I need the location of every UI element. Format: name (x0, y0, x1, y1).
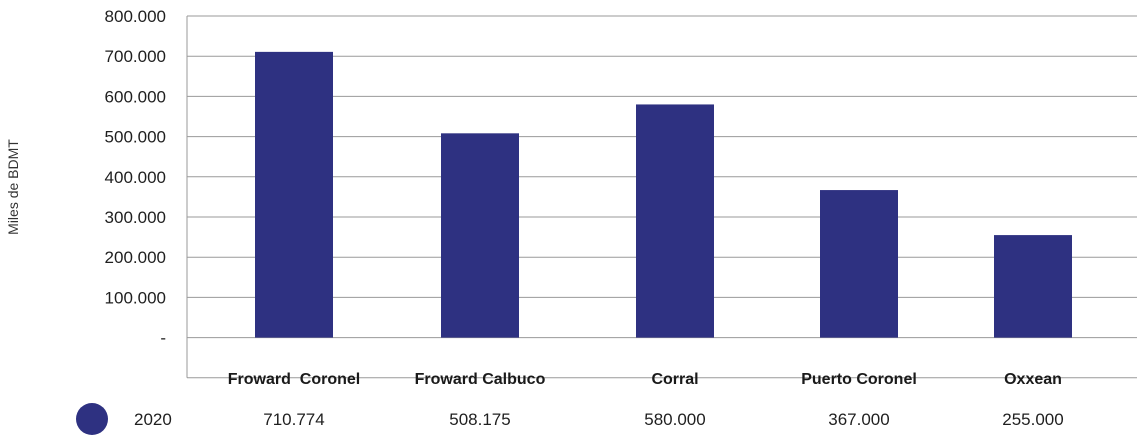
category-label: Puerto Coronel (801, 371, 917, 388)
bar (441, 133, 519, 338)
table-value: 255.000 (1002, 410, 1063, 429)
y-tick-label: 500.000 (105, 128, 166, 147)
bars (255, 51, 1072, 338)
category-labels: Froward Coronel Froward Calbuco Corral Puer… (228, 371, 1062, 388)
y-tick-label: 600.000 (105, 87, 166, 106)
data-table: 2020 710.774 508.175 580.000 367.000 255.000 (76, 403, 1064, 435)
y-tick-label: 800.000 (105, 7, 166, 26)
legend-label: 2020 (134, 410, 172, 429)
table-value: 580.000 (644, 410, 705, 429)
y-tick-label: 700.000 (105, 47, 166, 66)
table-value: 710.774 (263, 410, 324, 429)
bar (636, 104, 714, 338)
table-value: 367.000 (828, 410, 889, 429)
category-label: Froward Coronel (228, 371, 360, 388)
y-axis-ticks: 800.000 700.000 600.000 500.000 400.000 300.0… (105, 7, 166, 348)
category-label: Corral (651, 371, 698, 388)
table-value: 508.175 (449, 410, 510, 429)
bar (820, 190, 898, 338)
y-tick-label: - (160, 329, 166, 348)
category-label: Froward Calbuco (415, 371, 546, 388)
y-tick-label: 300.000 (105, 208, 166, 227)
legend-swatch (76, 403, 108, 435)
y-axis-label: Miles de BDMT (5, 139, 21, 235)
category-label: Oxxean (1004, 371, 1062, 388)
y-tick-label: 100.000 (105, 288, 166, 307)
y-tick-label: 400.000 (105, 168, 166, 187)
bar (994, 235, 1072, 338)
y-tick-label: 200.000 (105, 248, 166, 267)
bar (255, 51, 333, 338)
